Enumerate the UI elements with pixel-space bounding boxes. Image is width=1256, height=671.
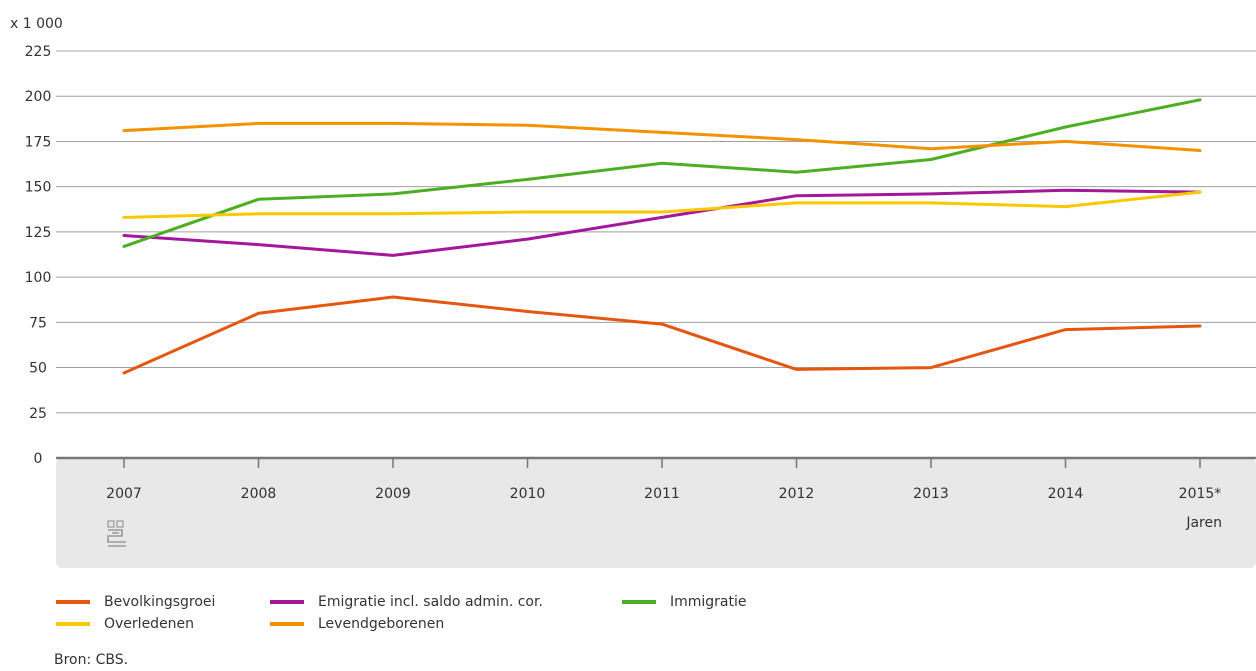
x-tick-label: 2012 xyxy=(779,486,815,502)
legend-item: Immigratie xyxy=(622,594,822,610)
y-tick-label: 50 xyxy=(29,361,47,377)
y-unit-label: x 1 000 xyxy=(10,16,63,32)
legend-item: Bevolkingsgroei xyxy=(56,594,270,610)
series-line-immigratie xyxy=(122,98,1202,248)
x-tick-label: 2010 xyxy=(510,486,546,502)
y-tick-label: 25 xyxy=(29,406,47,422)
gridlines xyxy=(56,50,1256,414)
x-axis-ticks: 2007 2008 2009 2010 2011 2012 2013 2014 2015* xyxy=(106,458,1221,502)
x-tick-label: 2014 xyxy=(1048,486,1084,502)
series-line-overledenen xyxy=(122,190,1202,219)
legend-swatch xyxy=(270,622,304,626)
series-line-bevolkingsgroei xyxy=(122,295,1202,375)
y-tick-label: 175 xyxy=(25,134,52,150)
series-line-emigratie-incl-saldo-admin-cor xyxy=(122,188,1202,257)
series-line-levendgeborenen xyxy=(122,121,1202,152)
x-tick-label: 2008 xyxy=(241,486,277,502)
x-tick-label: 2009 xyxy=(375,486,411,502)
y-tick-label: 100 xyxy=(25,270,52,286)
legend-swatch xyxy=(56,600,90,604)
legend-item: Overledenen xyxy=(56,616,270,632)
x-tick-label: 2015* xyxy=(1179,486,1222,502)
y-tick-label: 150 xyxy=(25,180,52,196)
x-tick-label: 2007 xyxy=(106,486,142,502)
cbs-logo-icon xyxy=(107,520,126,547)
y-tick-label: 125 xyxy=(25,225,52,241)
source-note: Bron: CBS. xyxy=(54,652,129,668)
y-tick-label: 75 xyxy=(29,315,47,331)
x-tick-label: 2013 xyxy=(913,486,949,502)
y-tick-label: 225 xyxy=(25,44,52,60)
legend-label: Overledenen xyxy=(104,616,195,632)
x-axis-label: Jaren xyxy=(1185,515,1222,531)
legend-label: Immigratie xyxy=(670,594,747,610)
series-lines xyxy=(122,98,1202,375)
x-axis-band xyxy=(56,458,1256,568)
legend-swatch xyxy=(56,622,90,626)
x-tick-label: 2011 xyxy=(644,486,680,502)
legend-swatch xyxy=(622,600,656,604)
legend-item: Emigratie incl. saldo admin. cor. xyxy=(270,594,622,610)
legend-label: Emigratie incl. saldo admin. cor. xyxy=(318,594,543,610)
y-tick-label: 200 xyxy=(25,89,52,105)
y-axis-ticks: 0 25 50 75 100 125 150 175 200 225 xyxy=(25,44,52,467)
legend-label: Bevolkingsgroei xyxy=(104,594,216,610)
legend-label: Levendgeborenen xyxy=(318,616,445,632)
legend-swatch xyxy=(270,600,304,604)
legend-item: Levendgeborenen xyxy=(270,616,622,632)
legend: Bevolkingsgroei Emigratie incl. saldo adm… xyxy=(56,594,956,632)
y-tick-label: 0 xyxy=(34,451,43,467)
